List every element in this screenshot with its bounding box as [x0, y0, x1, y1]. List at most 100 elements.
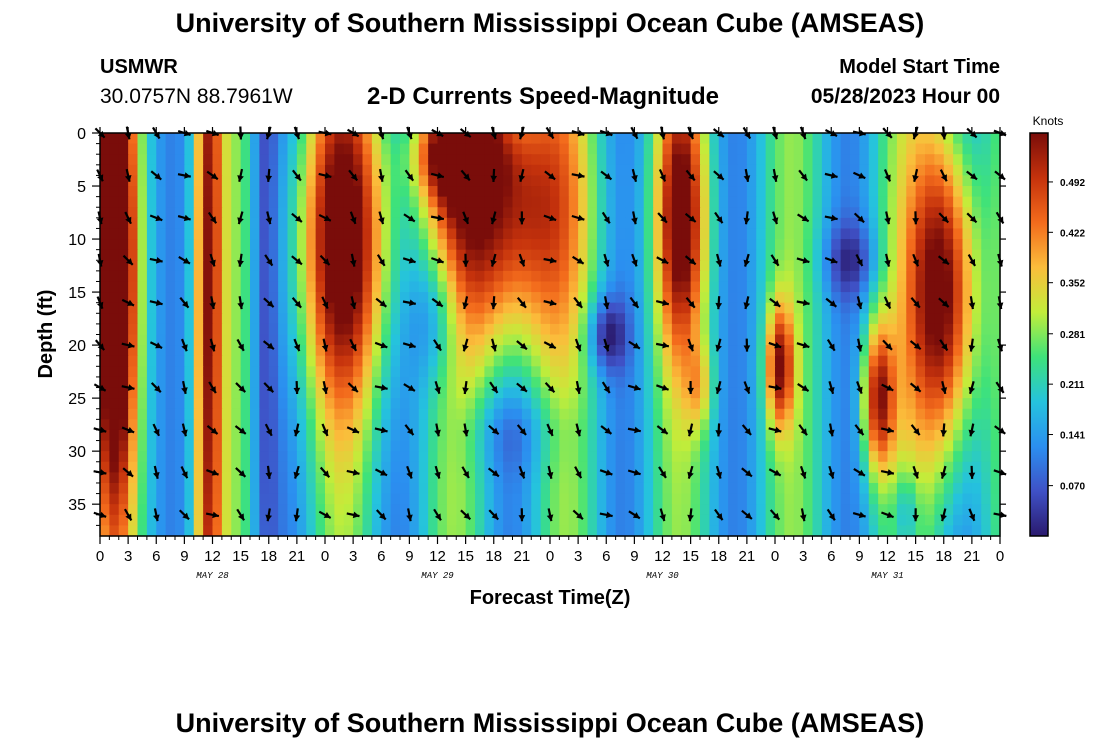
heatmap-cell	[971, 355, 982, 367]
heatmap-cell	[100, 419, 110, 431]
heatmap-cell	[821, 376, 832, 389]
heatmap-cell	[268, 207, 279, 219]
current-vector-arrow	[403, 213, 416, 223]
heatmap-cell	[325, 387, 335, 399]
heatmap-cell	[156, 164, 167, 177]
current-speed-chart: 0 3 6 9 12 15 18 21 0 3 6 9 12 15 18 21 0 3 6 9 12 15 18 21 0 3 6 9…	[35, 114, 1085, 609]
heatmap-cell	[240, 440, 251, 452]
heatmap-cell	[325, 196, 335, 208]
heatmap-cell	[475, 398, 485, 410]
heatmap-cell	[409, 514, 420, 526]
heatmap-cell	[887, 366, 898, 378]
heatmap-cell	[512, 429, 523, 442]
heatmap-cell	[625, 472, 635, 484]
heatmap-cell	[981, 143, 992, 155]
current-vector-arrow	[603, 338, 610, 352]
heatmap-cell	[709, 408, 720, 420]
heatmap-cell	[437, 313, 448, 325]
heatmap-cell	[915, 440, 926, 452]
vector-head	[800, 471, 807, 479]
heatmap-cell	[428, 281, 439, 293]
heatmap-cell	[953, 493, 964, 505]
heatmap-cell	[981, 323, 992, 336]
heatmap-cell	[906, 207, 917, 219]
heatmap-cell	[596, 260, 607, 272]
heatmap-cell	[709, 260, 720, 272]
heatmap-cell	[540, 429, 551, 442]
heatmap-cell	[146, 366, 157, 378]
heatmap-cell	[887, 207, 898, 219]
heatmap-cell	[353, 408, 364, 420]
heatmap-cell	[653, 472, 664, 484]
heatmap-cell	[784, 260, 795, 272]
heatmap-cell	[803, 270, 814, 283]
heatmap-cell	[484, 175, 495, 187]
vector-head	[408, 341, 416, 349]
vector-head	[774, 384, 782, 391]
heatmap-cell	[690, 260, 701, 272]
heatmap-cell	[568, 345, 579, 357]
heatmap-cell	[962, 525, 973, 537]
heatmap-cell	[587, 133, 598, 145]
heatmap-cell	[400, 133, 410, 145]
heatmap-cell	[137, 419, 148, 431]
heatmap-cell	[831, 228, 842, 240]
heatmap-cell	[231, 482, 242, 495]
vector-head	[209, 216, 217, 224]
heatmap-cell	[887, 133, 898, 145]
heatmap-cell	[793, 175, 804, 187]
heatmap-cell	[184, 493, 195, 505]
heatmap-cell	[409, 355, 420, 367]
x-tick-label: 15	[907, 548, 924, 565]
heatmap-cell	[943, 207, 954, 219]
heatmap-cell	[203, 281, 214, 293]
heatmap-cell	[343, 345, 354, 357]
heatmap-cell	[709, 281, 720, 293]
current-vector-arrow	[349, 338, 358, 352]
heatmap-cell	[428, 334, 439, 346]
heatmap-cell	[812, 334, 823, 346]
heatmap-cell	[371, 451, 382, 463]
current-vector-arrow	[321, 423, 329, 437]
heatmap-cell	[906, 228, 917, 240]
heatmap-cell	[212, 366, 223, 378]
heatmap-cell	[137, 366, 148, 378]
heatmap-cell	[953, 387, 964, 399]
heatmap-cell	[981, 164, 992, 177]
heatmap-cell	[831, 239, 842, 251]
heatmap-cell	[615, 482, 626, 495]
heatmap-cell	[315, 504, 326, 516]
heatmap-cell	[512, 419, 523, 431]
heatmap-cell	[306, 366, 317, 378]
heatmap-cell	[625, 334, 635, 346]
heatmap-cell	[128, 143, 139, 155]
heatmap-cell	[409, 387, 420, 399]
heatmap-cell	[737, 419, 748, 431]
heatmap-cell	[793, 196, 804, 208]
heatmap-cell	[306, 504, 317, 516]
heatmap-cell	[793, 525, 804, 537]
current-vector-arrow	[235, 382, 247, 393]
heatmap-cell	[390, 398, 401, 410]
heatmap-cell	[306, 186, 317, 198]
heatmap-cell	[353, 270, 364, 283]
heatmap-cell	[165, 355, 176, 367]
heatmap-cell	[653, 186, 664, 198]
vector-head	[857, 469, 865, 476]
heatmap-cell	[596, 249, 607, 261]
heatmap-cell	[409, 164, 420, 177]
heatmap-cell	[362, 440, 373, 452]
heatmap-cell	[915, 493, 926, 505]
heatmap-cell	[203, 482, 214, 495]
vector-head	[124, 132, 132, 140]
heatmap-cell	[775, 504, 785, 516]
heatmap-cell	[184, 461, 195, 473]
heatmap-cell	[503, 207, 514, 219]
vector-head	[631, 174, 638, 182]
current-vector-arrow	[938, 212, 950, 224]
vector-head	[577, 172, 585, 179]
current-vector-arrow	[124, 211, 132, 225]
heatmap-cell	[915, 504, 926, 516]
heatmap-cell	[718, 440, 729, 452]
heatmap-cell	[465, 313, 476, 325]
